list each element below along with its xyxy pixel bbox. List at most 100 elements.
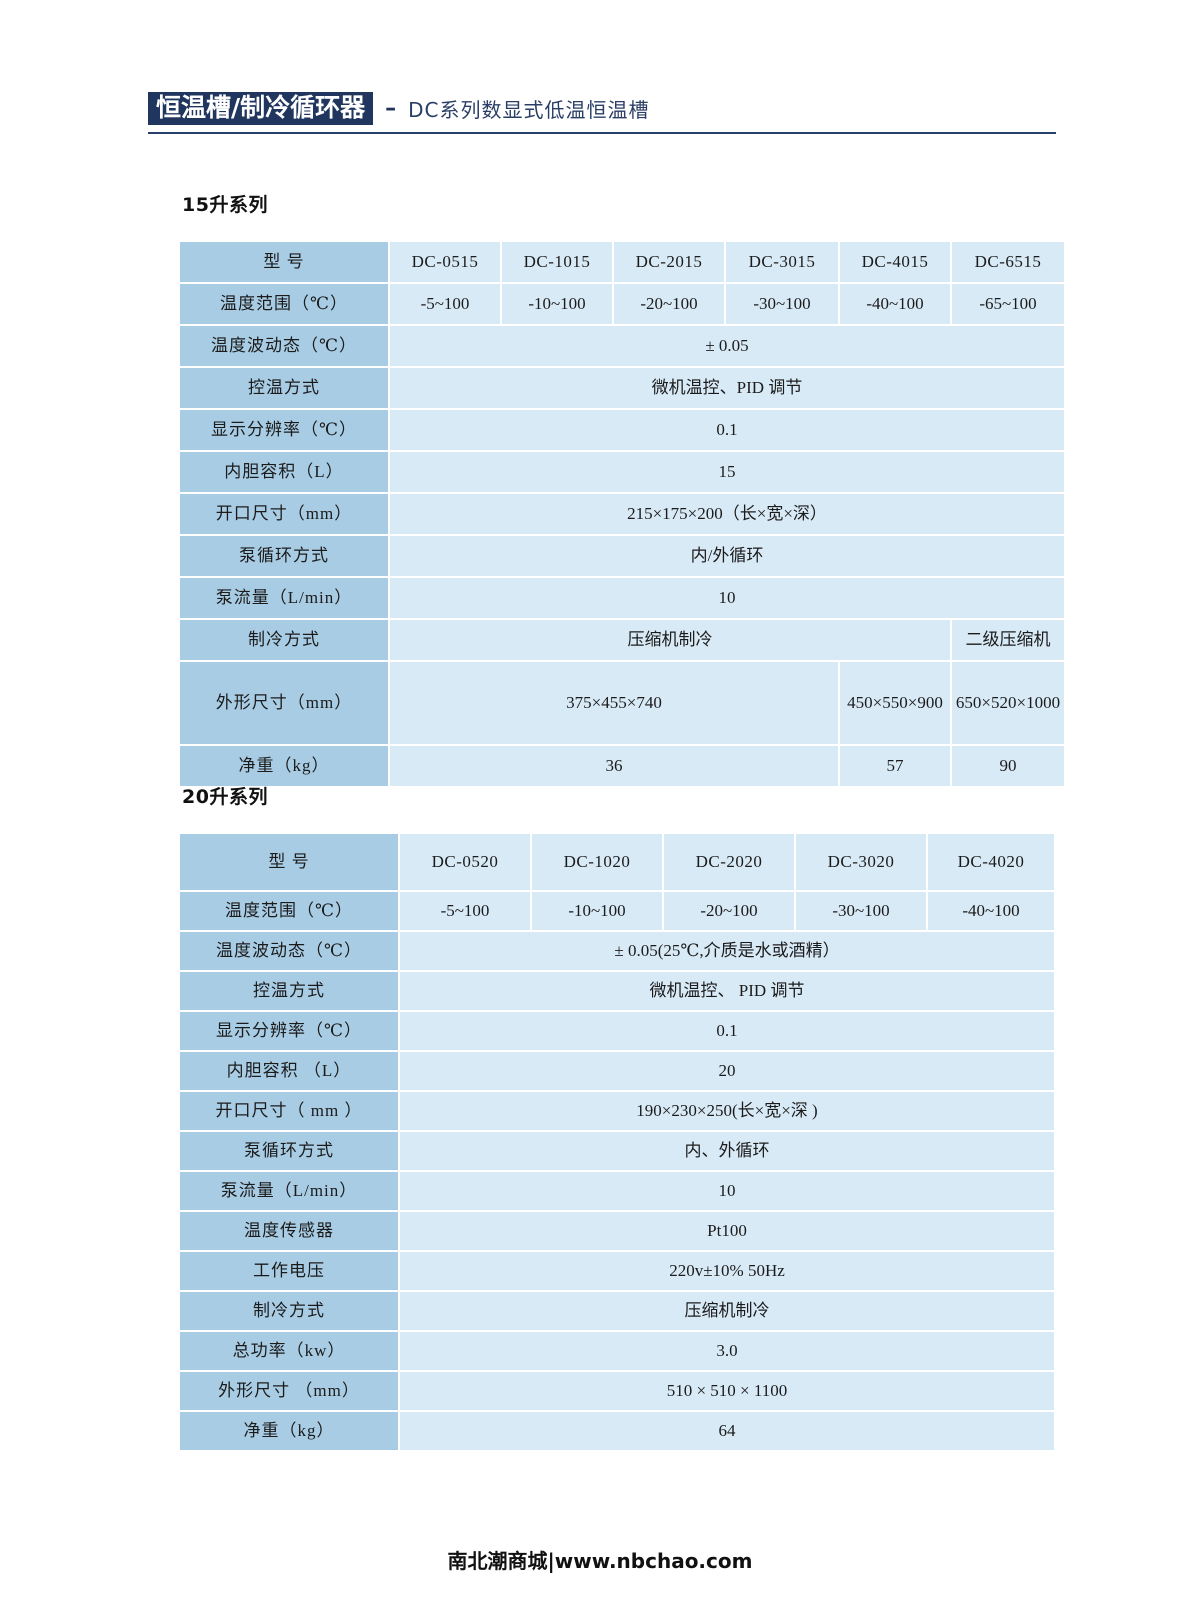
header-category-tag: 恒温槽/制冷循环器 [148, 91, 374, 125]
footer-watermark: 南北潮商城|www.nbchao.com [447, 1549, 753, 1573]
table-row: 外形尺寸 （mm） 510 × 510 × 1100 [180, 1372, 1054, 1410]
cell-value: -5~100 [400, 892, 530, 930]
cell-value: Pt100 [400, 1212, 1054, 1250]
cell-value: 微机温控、PID 调节 [390, 368, 1064, 408]
table-row: 温度波动态（℃） ± 0.05(25℃,介质是水或酒精） [180, 932, 1054, 970]
cell-value: 二级压缩机 [952, 620, 1064, 660]
row-label: 控温方式 [180, 368, 388, 408]
cell-value: -20~100 [614, 284, 724, 324]
spec-table-20l: 型 号 DC-0520 DC-1020 DC-2020 DC-3020 DC-4… [178, 832, 1056, 1452]
cell-value: ± 0.05 [390, 326, 1064, 366]
model-name: DC-0515 [390, 242, 500, 282]
document-header: 恒温槽/制冷循环器 – DC系列数显式低温恒温槽 [148, 88, 1056, 134]
model-name: DC-1020 [532, 834, 662, 890]
cell-value: 20 [400, 1052, 1054, 1090]
spec-table-15l: 型 号 DC-0515 DC-1015 DC-2015 DC-3015 DC-4… [178, 240, 1066, 788]
table-row: 外形尺寸（mm） 375×455×740 450×550×900 650×520… [180, 662, 1064, 744]
table-row: 泵流量（L/min） 10 [180, 1172, 1054, 1210]
cell-value: 450×550×900 [840, 662, 950, 744]
cell-value: 36 [390, 746, 838, 786]
table-row: 显示分辨率（℃） 0.1 [180, 410, 1064, 450]
cell-value: 10 [390, 578, 1064, 618]
row-label: 内胆容积（L） [180, 452, 388, 492]
cell-value: 220v±10% 50Hz [400, 1252, 1054, 1290]
table-row: 净重（kg） 36 57 90 [180, 746, 1064, 786]
row-label: 温度范围（℃） [180, 284, 388, 324]
model-name: DC-6515 [952, 242, 1064, 282]
table-row: 制冷方式 压缩机制冷 二级压缩机 [180, 620, 1064, 660]
row-label: 温度波动态（℃） [180, 326, 388, 366]
cell-value: 64 [400, 1412, 1054, 1450]
row-label: 控温方式 [180, 972, 398, 1010]
table-row: 温度范围（℃） -5~100 -10~100 -20~100 -30~100 -… [180, 284, 1064, 324]
table-row: 温度范围（℃） -5~100 -10~100 -20~100 -30~100 -… [180, 892, 1054, 930]
model-name: DC-1015 [502, 242, 612, 282]
table-row: 制冷方式 压缩机制冷 [180, 1292, 1054, 1330]
row-label: 净重（kg） [180, 1412, 398, 1450]
cell-value: ± 0.05(25℃,介质是水或酒精） [400, 932, 1054, 970]
row-label: 开口尺寸（ mm ） [180, 1092, 398, 1130]
row-label: 温度传感器 [180, 1212, 398, 1250]
header-divider [148, 132, 1056, 134]
cell-value: 压缩机制冷 [390, 620, 950, 660]
table-row: 泵循环方式 内、外循环 [180, 1132, 1054, 1170]
cell-value: 3.0 [400, 1332, 1054, 1370]
model-name: DC-2020 [664, 834, 794, 890]
cell-value: 190×230×250(长×宽×深 ) [400, 1092, 1054, 1130]
model-name: DC-4015 [840, 242, 950, 282]
table-row: 开口尺寸（mm） 215×175×200（长×宽×深） [180, 494, 1064, 534]
row-label: 外形尺寸 （mm） [180, 1372, 398, 1410]
cell-value: 15 [390, 452, 1064, 492]
row-label: 内胆容积 （L） [180, 1052, 398, 1090]
cell-value: 0.1 [400, 1012, 1054, 1050]
section-title-20l: 20升系列 [182, 786, 268, 808]
row-label: 开口尺寸（mm） [180, 494, 388, 534]
cell-value: 57 [840, 746, 950, 786]
row-label: 泵循环方式 [180, 536, 388, 576]
cell-value: 内、外循环 [400, 1132, 1054, 1170]
row-label: 温度波动态（℃） [180, 932, 398, 970]
table-row: 控温方式 微机温控、PID 调节 [180, 368, 1064, 408]
cell-value: 10 [400, 1172, 1054, 1210]
cell-value: -30~100 [726, 284, 838, 324]
row-label: 温度范围（℃） [180, 892, 398, 930]
table-row: 显示分辨率（℃） 0.1 [180, 1012, 1054, 1050]
table-row: 温度波动态（℃） ± 0.05 [180, 326, 1064, 366]
row-label: 制冷方式 [180, 1292, 398, 1330]
cell-value: -65~100 [952, 284, 1064, 324]
table-row: 内胆容积 （L） 20 [180, 1052, 1054, 1090]
row-label: 泵流量（L/min） [180, 578, 388, 618]
cell-value: -40~100 [928, 892, 1054, 930]
table-row: 内胆容积（L） 15 [180, 452, 1064, 492]
model-name: DC-2015 [614, 242, 724, 282]
cell-value: -5~100 [390, 284, 500, 324]
row-label: 泵循环方式 [180, 1132, 398, 1170]
table-row: 泵循环方式 内/外循环 [180, 536, 1064, 576]
row-label: 显示分辨率（℃） [180, 410, 388, 450]
cell-value: 0.1 [390, 410, 1064, 450]
table-row: 总功率（kw） 3.0 [180, 1332, 1054, 1370]
row-label: 泵流量（L/min） [180, 1172, 398, 1210]
cell-value: 650×520×1000 [952, 662, 1064, 744]
model-name: DC-0520 [400, 834, 530, 890]
table-row: 净重（kg） 64 [180, 1412, 1054, 1450]
header-subtitle: DC系列数显式低温恒温槽 [408, 97, 650, 122]
row-label: 型 号 [180, 834, 398, 890]
cell-value: -40~100 [840, 284, 950, 324]
row-label: 总功率（kw） [180, 1332, 398, 1370]
model-name: DC-4020 [928, 834, 1054, 890]
table-row: 控温方式 微机温控、 PID 调节 [180, 972, 1054, 1010]
cell-value: 微机温控、 PID 调节 [400, 972, 1054, 1010]
row-label: 净重（kg） [180, 746, 388, 786]
cell-value: 215×175×200（长×宽×深） [390, 494, 1064, 534]
table-row: 泵流量（L/min） 10 [180, 578, 1064, 618]
cell-value: 510 × 510 × 1100 [400, 1372, 1054, 1410]
table-row: 型 号 DC-0520 DC-1020 DC-2020 DC-3020 DC-4… [180, 834, 1054, 890]
row-label: 显示分辨率（℃） [180, 1012, 398, 1050]
cell-value: -10~100 [502, 284, 612, 324]
table-row: 开口尺寸（ mm ） 190×230×250(长×宽×深 ) [180, 1092, 1054, 1130]
row-label: 外形尺寸（mm） [180, 662, 388, 744]
section-title-15l: 15升系列 [182, 194, 268, 216]
header-dash-separator: – [385, 95, 397, 121]
